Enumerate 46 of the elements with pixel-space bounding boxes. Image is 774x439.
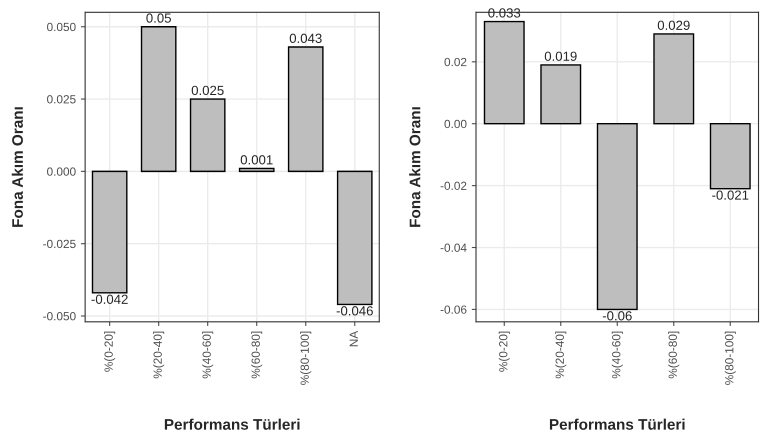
y-tick-label: -0.050 xyxy=(43,312,76,320)
y-tick-label: -0.02 xyxy=(440,182,466,190)
bar xyxy=(710,123,751,190)
bar xyxy=(288,46,324,172)
x-axis-title: Performans Türleri xyxy=(550,418,685,430)
x-tick-label: %(40-60] xyxy=(612,332,623,378)
data-label: -0.042 xyxy=(92,294,128,304)
y-tick-label: 0.025 xyxy=(47,95,76,104)
y-tick-label: -0.06 xyxy=(440,305,466,314)
bar xyxy=(336,170,373,306)
x-tick-label: %(20-40] xyxy=(555,332,566,378)
y-axis-title: Fona Akım Oranı xyxy=(12,107,23,227)
bar xyxy=(540,64,582,124)
x-tick-label: %(80-100] xyxy=(300,332,312,385)
bar xyxy=(140,26,177,172)
bar xyxy=(190,98,226,172)
x-tick-label: NA xyxy=(350,330,358,346)
data-label: 0.025 xyxy=(192,86,224,96)
data-label: 0.019 xyxy=(544,52,577,61)
bar xyxy=(238,168,275,172)
x-tick-label: %(20-40] xyxy=(153,332,164,378)
x-tick-label: %(60-80] xyxy=(251,332,262,378)
y-tick-label: 0.00 xyxy=(444,120,467,128)
x-tick-label: %(80-100] xyxy=(724,332,736,385)
y-tick-label: 0.02 xyxy=(444,58,466,66)
y-tick-label: 0.050 xyxy=(47,22,76,32)
x-axis-title: Performans Türleri xyxy=(164,418,300,430)
data-label: 0.043 xyxy=(290,34,322,44)
y-tick-label: 0.000 xyxy=(47,167,76,176)
bar xyxy=(653,33,694,124)
x-tick-label: %(60-80] xyxy=(668,332,680,378)
y-tick-label: -0.025 xyxy=(43,240,76,248)
data-label: -0.046 xyxy=(336,306,373,316)
data-label: -0.06 xyxy=(602,311,632,320)
x-tick-label: %(0-20] xyxy=(104,332,116,372)
bar xyxy=(484,20,525,124)
data-label: 0.001 xyxy=(240,155,273,164)
data-label: 0.05 xyxy=(146,13,171,23)
y-tick-label: -0.04 xyxy=(440,244,467,252)
bar xyxy=(596,123,638,310)
x-tick-label: %(0-20] xyxy=(498,332,510,372)
data-label: -0.021 xyxy=(712,190,748,200)
x-tick-label: %(40-60] xyxy=(202,332,214,378)
data-label: 0.029 xyxy=(658,20,690,30)
y-axis-title: Fona Akım Oranı xyxy=(409,107,420,227)
bar xyxy=(92,170,128,294)
